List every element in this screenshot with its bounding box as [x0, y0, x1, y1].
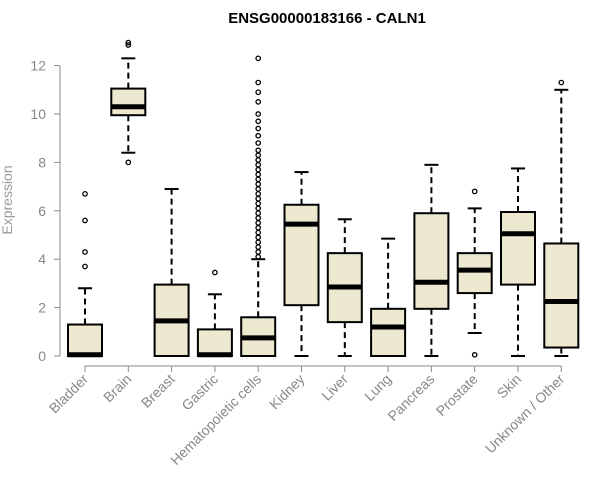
outlier-point: [125, 159, 132, 166]
box-iqr: [110, 87, 147, 117]
box-kidney: [283, 171, 320, 357]
x-tick-label: Unknown / Other: [482, 371, 568, 457]
outlier-point: [471, 188, 478, 195]
outlier-point: [255, 210, 262, 217]
outlier-point: [82, 263, 88, 270]
outlier-point: [255, 234, 262, 241]
y-axis-label: Expression: [0, 165, 15, 234]
outlier-point: [255, 55, 262, 62]
x-tick-label: Breast: [138, 371, 178, 411]
outlier-point: [82, 217, 88, 224]
outlier-point: [82, 191, 88, 197]
outlier-point: [255, 157, 262, 163]
box-unknown-other: [543, 79, 580, 357]
x-tick-label: Bladder: [46, 371, 92, 417]
outlier-point: [255, 195, 262, 202]
outlier-point: [255, 140, 262, 146]
outlier-point: [255, 244, 262, 250]
outlier-point: [125, 42, 132, 48]
box-iqr: [543, 242, 580, 349]
box-gastric: [196, 269, 233, 358]
x-tick-label: Liver: [318, 371, 351, 404]
outlier-point: [255, 224, 262, 231]
outlier-point: [255, 200, 262, 207]
outlier-point: [255, 111, 262, 117]
outlier-point: [255, 118, 262, 125]
outlier-point: [255, 79, 262, 86]
box-iqr: [413, 212, 450, 310]
outlier-point: [255, 171, 262, 178]
box-iqr: [196, 328, 233, 358]
box-prostate: [456, 188, 493, 358]
outlier-point: [255, 205, 262, 212]
x-tick-label: Gastric: [178, 371, 221, 414]
y-tick-label: 4: [38, 251, 46, 267]
outlier-point: [255, 147, 262, 154]
outlier-point: [255, 161, 262, 168]
outlier-point: [125, 39, 132, 46]
outlier-point: [255, 220, 262, 226]
x-tick-label: Brain: [100, 371, 134, 405]
outlier-point: [255, 186, 262, 192]
box-brain: [110, 39, 147, 166]
outlier-point: [255, 132, 262, 139]
box-hematopoietic-cells: [240, 55, 277, 357]
box-iqr: [67, 323, 103, 358]
x-tick-label: Skin: [494, 371, 525, 402]
y-tick-label: 2: [38, 300, 46, 316]
y-tick-label: 8: [38, 154, 46, 170]
box-liver: [326, 218, 363, 357]
x-tick-label: Pancreas: [384, 371, 437, 424]
outlier-point: [471, 351, 478, 358]
outlier-point: [212, 269, 218, 276]
y-tick-label: 10: [30, 106, 46, 122]
outlier-point: [255, 166, 262, 173]
outlier-point: [255, 152, 262, 158]
outlier-point: [255, 181, 262, 188]
y-tick-label: 0: [38, 348, 46, 364]
outlier-point: [255, 125, 262, 132]
box-bladder: [67, 191, 103, 358]
outlier-point: [558, 79, 565, 86]
x-tick-label: Kidney: [266, 371, 308, 413]
outlier-point: [255, 191, 262, 197]
box-pancreas: [413, 163, 450, 357]
box-iqr: [283, 203, 320, 307]
box-iqr: [456, 252, 493, 295]
outlier-point: [255, 215, 262, 221]
outlier-point: [255, 249, 262, 255]
outlier-point: [255, 176, 262, 183]
box-iqr: [500, 211, 536, 286]
outlier-point: [82, 249, 88, 255]
x-tick-label: Prostate: [433, 371, 481, 419]
outlier-point: [255, 239, 262, 246]
outlier-point: [255, 229, 262, 236]
chart-title: ENSG00000183166 - CALN1: [228, 10, 426, 27]
box-skin: [500, 167, 536, 357]
box-breast: [153, 188, 190, 357]
y-tick-label: 12: [30, 58, 46, 74]
outlier-point: [255, 89, 262, 96]
box-iqr: [370, 307, 407, 357]
x-tick-label: Lung: [361, 371, 394, 404]
outlier-point: [255, 99, 262, 105]
box-lung: [370, 237, 407, 357]
y-tick-label: 6: [38, 203, 46, 219]
axes: 0 2 4 6 8 10 12: [30, 58, 562, 372]
boxes: [67, 39, 580, 358]
